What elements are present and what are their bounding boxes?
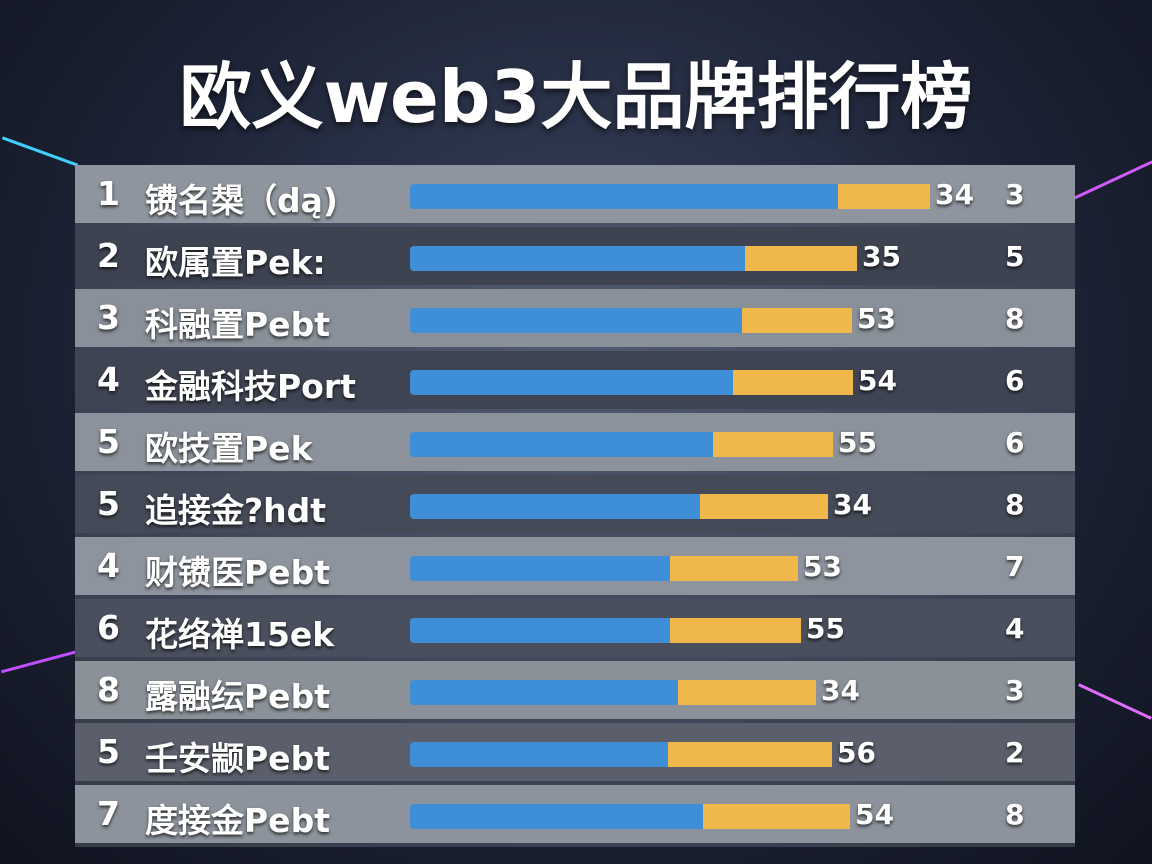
ranking-row: 5 追接金?hdt 34 8 — [75, 475, 1075, 533]
rank: 5 — [97, 422, 120, 461]
rank: 5 — [97, 484, 120, 523]
bar-orange — [733, 370, 853, 395]
score-label: 53 — [857, 302, 896, 335]
brand-name: 欧技置Pek — [145, 429, 313, 468]
rank: 3 — [97, 298, 120, 337]
brand-name: 壬安颛Pebt — [145, 739, 330, 778]
brand-name: 金融科技Port — [145, 367, 356, 406]
score-label: 34 — [833, 488, 872, 521]
bar-orange — [745, 246, 857, 271]
brand-name: 欧属置Pek: — [145, 243, 326, 282]
count: 8 — [1005, 488, 1025, 521]
bar-blue — [410, 618, 670, 643]
ranking-row: 7 度接金Pebt 54 8 — [75, 785, 1075, 843]
brand-name: 露融纭Pebt — [145, 677, 330, 716]
rank: 2 — [97, 236, 120, 275]
brand-name: 科融置Pebt — [145, 305, 330, 344]
bar-blue — [410, 246, 745, 271]
rank: 7 — [97, 794, 120, 833]
score-label: 55 — [806, 612, 845, 645]
count: 8 — [1005, 798, 1025, 831]
brand-name: 财镄医Pebt — [145, 553, 330, 592]
count: 3 — [1005, 178, 1025, 211]
bar-blue — [410, 680, 678, 705]
bar-orange — [700, 494, 828, 519]
bar-orange — [668, 742, 832, 767]
bar-orange — [678, 680, 816, 705]
rank: 5 — [97, 732, 120, 771]
bar-orange — [670, 618, 801, 643]
neon-line — [1064, 159, 1152, 204]
count: 6 — [1005, 426, 1025, 459]
ranking-row: 8 露融纭Pebt 34 3 — [75, 661, 1075, 719]
bar-blue — [410, 308, 742, 333]
bar-blue — [410, 432, 713, 457]
count: 5 — [1005, 240, 1025, 273]
neon-line — [0, 649, 80, 674]
bar-orange — [742, 308, 852, 333]
ranking-row: 6 花络禅15ek 55 4 — [75, 599, 1075, 657]
brand-name: 镄名槼（dą) — [145, 181, 338, 220]
score-label: 34 — [821, 674, 860, 707]
ranking-row: 2 欧属置Pek: 35 5 — [75, 227, 1075, 285]
count: 4 — [1005, 612, 1025, 645]
rank: 1 — [97, 174, 120, 213]
ranking-panel: 1 镄名槼（dą) 34 3 2 欧属置Pek: 35 5 3 科融置Pebt 53 8 4 金融科技Po… — [75, 165, 1075, 847]
count: 7 — [1005, 550, 1025, 583]
bar-orange — [670, 556, 798, 581]
count: 8 — [1005, 302, 1025, 335]
score-label: 56 — [837, 736, 876, 769]
bar-blue — [410, 370, 733, 395]
score-label: 54 — [858, 364, 897, 397]
bar-orange — [703, 804, 850, 829]
title: 欧义web3大品牌排行榜 — [179, 55, 973, 139]
bar-blue — [410, 184, 838, 209]
score-label: 54 — [855, 798, 894, 831]
bar-blue — [410, 742, 668, 767]
bar-blue — [410, 804, 703, 829]
rank: 6 — [97, 608, 120, 647]
score-label: 55 — [838, 426, 877, 459]
ranking-row: 5 欧技置Pek 55 6 — [75, 413, 1075, 471]
brand-name: 追接金?hdt — [145, 491, 327, 530]
neon-line — [1078, 683, 1152, 720]
bar-blue — [410, 494, 700, 519]
count: 6 — [1005, 364, 1025, 397]
score-label: 53 — [803, 550, 842, 583]
ranking-row: 3 科融置Pebt 53 8 — [75, 289, 1075, 347]
ranking-row: 5 壬安颛Pebt 56 2 — [75, 723, 1075, 781]
brand-name: 花络禅15ek — [145, 615, 335, 654]
bar-orange — [713, 432, 833, 457]
rank: 4 — [97, 360, 120, 399]
ranking-row: 1 镄名槼（dą) 34 3 — [75, 165, 1075, 223]
ranking-row: 4 财镄医Pebt 53 7 — [75, 537, 1075, 595]
score-label: 34 — [935, 178, 974, 211]
brand-name: 度接金Pebt — [145, 801, 330, 840]
ranking-row: 4 金融科技Port 54 6 — [75, 351, 1075, 409]
rank: 4 — [97, 546, 120, 585]
rank: 8 — [97, 670, 120, 709]
bar-orange — [838, 184, 930, 209]
count: 2 — [1005, 736, 1025, 769]
score-label: 35 — [862, 240, 901, 273]
bar-blue — [410, 556, 670, 581]
count: 3 — [1005, 674, 1025, 707]
